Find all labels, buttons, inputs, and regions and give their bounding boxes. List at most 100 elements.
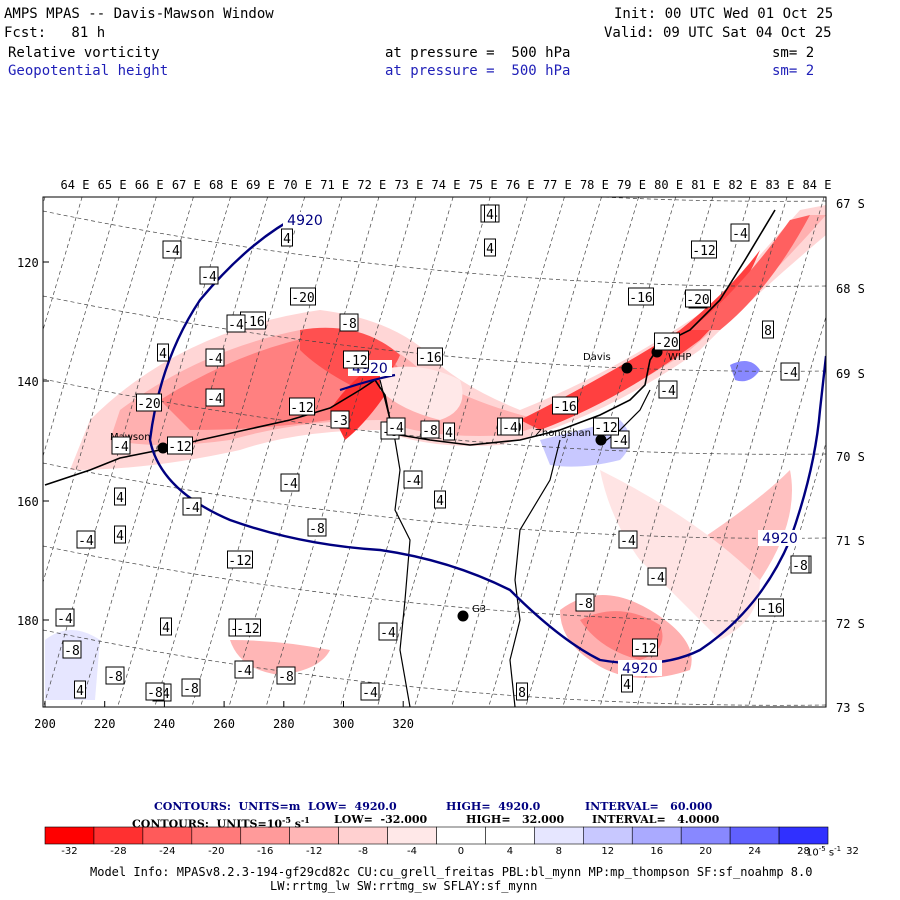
vorticity-label-box — [160, 617, 172, 636]
vorticity-label: -4 — [612, 434, 628, 449]
grid-y-label: 120 — [17, 256, 39, 270]
vorticity-label: -8 — [107, 670, 123, 685]
vorticity-label: 4 — [76, 684, 84, 699]
height-contour-interval: INTERVAL= 60.000 — [585, 800, 713, 813]
longitude-label: 67 E — [171, 178, 201, 192]
station-name: Davis — [583, 352, 611, 363]
vorticity-label-box — [235, 618, 261, 637]
vorticity-label: -4 — [184, 501, 200, 516]
vorticity-label: -4 — [207, 392, 223, 407]
meridian — [414, 197, 565, 707]
vorticity-label: -4 — [362, 686, 378, 701]
meridian — [673, 197, 825, 707]
field2-smoothing: sm= 2 — [772, 63, 815, 79]
vort-contour-interval: INTERVAL= 4.0000 — [592, 813, 720, 826]
colorbar-segment — [338, 826, 388, 845]
meridian — [154, 197, 306, 707]
vorticity-label: 8 — [518, 686, 526, 701]
vorticity-label-box — [330, 410, 350, 429]
vorticity-shading — [45, 630, 100, 700]
colorbar-label: 24 — [748, 846, 761, 857]
vorticity-label-box — [181, 678, 201, 697]
parallel — [595, 197, 826, 202]
vorticity-label-box — [343, 350, 369, 369]
vorticity-label-box — [55, 608, 75, 627]
vorticity-label: -8 — [422, 424, 438, 439]
vorticity-label: -8 — [64, 644, 80, 659]
vorticity-label-box — [114, 487, 126, 506]
latitude-label: 73 S — [836, 701, 865, 715]
vorticity-label: -4 — [649, 571, 665, 586]
station-marker — [621, 362, 633, 374]
colorbar-label: 28 — [797, 846, 810, 857]
vorticity-label-box — [691, 240, 717, 259]
vorticity-label: -12 — [633, 642, 656, 657]
vorticity-label-box — [226, 314, 246, 333]
longitude-label: 70 E — [283, 178, 313, 192]
longitude-label: 75 E — [468, 178, 498, 192]
vorticity-label-box — [552, 396, 578, 415]
colorbar-label: -8 — [358, 846, 369, 857]
forecast-hour: Fcst: 81 h — [4, 25, 106, 41]
meridian — [488, 197, 639, 707]
grid-x-label: 240 — [153, 717, 176, 731]
vorticity-label: -4 — [405, 474, 421, 489]
longitude-label: 73 E — [394, 178, 424, 192]
vorticity-label-box — [234, 660, 254, 679]
colorbar-label: 12 — [601, 846, 615, 857]
vorticity-label-box — [205, 388, 225, 407]
plot-title: AMPS MPAS -- Davis-Mawson Window — [4, 6, 274, 22]
vort-contour-low: LOW= -32.000 — [334, 813, 428, 826]
vorticity-label: -16 — [418, 351, 441, 366]
longitude-label: 80 E — [654, 178, 684, 192]
vorticity-label-box — [420, 420, 440, 439]
vorticity-label-box — [618, 530, 638, 549]
colorbar-label: -4 — [407, 846, 418, 857]
vorticity-label: -20 — [137, 397, 160, 412]
station-marker — [595, 434, 607, 446]
colorbar-segment — [436, 826, 486, 845]
vorticity-shading — [690, 215, 810, 330]
colorbar-label: -20 — [208, 846, 225, 857]
vorticity-label: -20 — [291, 291, 314, 306]
vorticity-label: -4 — [236, 664, 252, 679]
meridian — [562, 197, 714, 707]
longitude-label: 84 E — [802, 178, 832, 192]
vorticity-label: -4 — [282, 477, 298, 492]
vorticity-label: -8 — [147, 686, 163, 701]
latitude-label: 67 S — [836, 197, 865, 211]
vorticity-label-box — [105, 666, 125, 685]
vorticity-label-box — [307, 518, 327, 537]
longitude-label: 77 E — [542, 178, 572, 192]
vorticity-label-box — [157, 343, 169, 362]
latitude-label: 70 S — [836, 450, 865, 464]
vorticity-label: -4 — [113, 440, 129, 455]
vorticity-label-box — [289, 397, 315, 416]
vorticity-label-box — [762, 320, 774, 339]
vorticity-label: -20 — [655, 336, 678, 351]
height-label: 4920 — [762, 531, 798, 547]
vorticity-label-box — [758, 598, 784, 617]
colorbar-label: 8 — [555, 846, 563, 857]
vorticity-label: -8 — [183, 682, 199, 697]
longitude-label: 69 E — [246, 178, 275, 192]
vorticity-label-box — [360, 682, 380, 701]
valid-time: Valid: 09 UTC Sat 04 Oct 25 — [604, 25, 832, 41]
vorticity-label-box — [145, 682, 165, 701]
height-label: 4920 — [622, 661, 658, 677]
vorticity-label-box — [162, 240, 182, 259]
colorbar-label: -32 — [61, 846, 78, 857]
vorticity-shading — [600, 470, 760, 640]
colorbar-label: 0 — [457, 846, 465, 857]
colorbar-segment — [729, 826, 780, 845]
vorticity-label-box — [632, 638, 658, 657]
grid-y-label: 140 — [17, 375, 39, 389]
parallel — [43, 629, 826, 706]
vorticity-label: -4 — [380, 626, 396, 641]
vorticity-label-box — [281, 228, 293, 247]
longitude-label: 76 E — [505, 178, 535, 192]
vorticity-label: -8 — [792, 559, 808, 574]
longitude-label: 68 E — [208, 178, 238, 192]
vorticity-label: 4 — [436, 494, 444, 509]
colorbar-label: 16 — [650, 846, 664, 857]
